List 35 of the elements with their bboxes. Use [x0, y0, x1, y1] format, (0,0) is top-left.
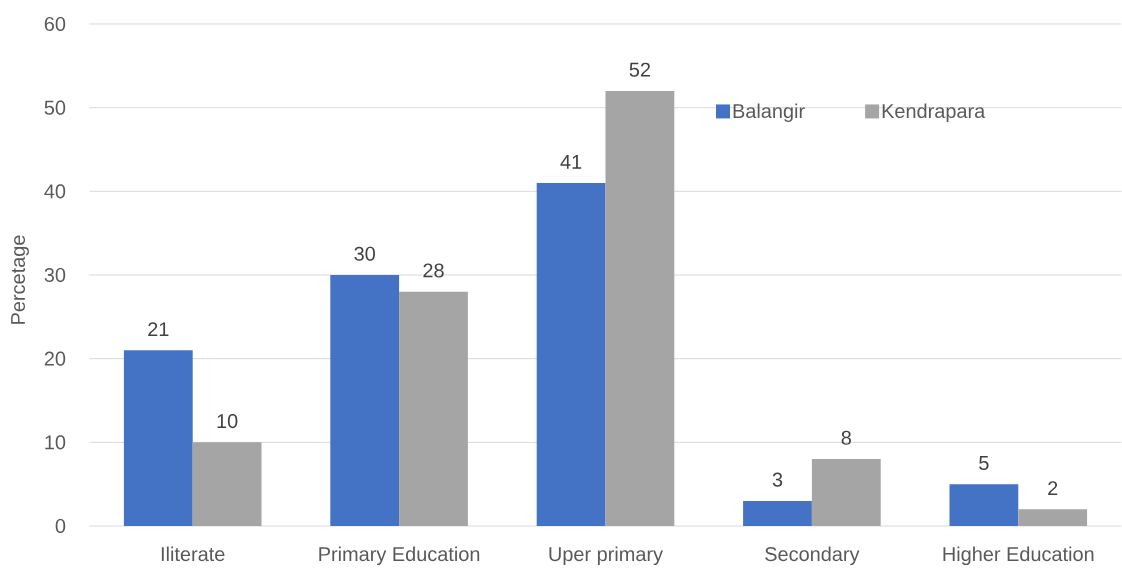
bar [949, 484, 1019, 526]
x-tick-label: Uper primary [549, 546, 663, 566]
bar [330, 275, 400, 526]
bar [192, 442, 262, 526]
bar [399, 291, 468, 526]
bar [811, 459, 881, 526]
x-tick-label: Iliterate [161, 546, 225, 562]
bar [605, 90, 675, 526]
y-axis-title: Percetage [11, 235, 29, 324]
x-tick-label: Primary Education [319, 546, 480, 566]
data-label: 5 [979, 456, 989, 470]
x-tick-label: Secondary [765, 546, 860, 566]
y-tick-label: 40 [44, 184, 66, 199]
data-label: 3 [772, 472, 783, 487]
bar [1018, 509, 1088, 526]
data-label: 2 [1048, 481, 1058, 496]
data-label: 41 [560, 155, 582, 169]
y-tick-label: 60 [44, 16, 66, 32]
y-tick-label: 50 [44, 100, 66, 115]
data-label: 30 [354, 246, 375, 261]
y-tick-label: 10 [45, 435, 66, 450]
data-label: 10 [217, 414, 238, 429]
bar [743, 500, 812, 526]
x-tick-label: Higher Education [943, 546, 1094, 566]
bar [123, 350, 193, 526]
legend-label: Balangir [733, 103, 805, 123]
bar [536, 182, 606, 526]
y-tick-label: 20 [44, 351, 66, 366]
y-tick-label: 30 [44, 267, 66, 283]
data-label: 8 [841, 430, 851, 445]
y-tick-label: 0 [55, 518, 66, 534]
data-label: 52 [629, 62, 650, 77]
data-label: 28 [423, 263, 444, 278]
data-label: 21 [148, 322, 169, 337]
legend-label: Kendrapara [882, 103, 986, 123]
